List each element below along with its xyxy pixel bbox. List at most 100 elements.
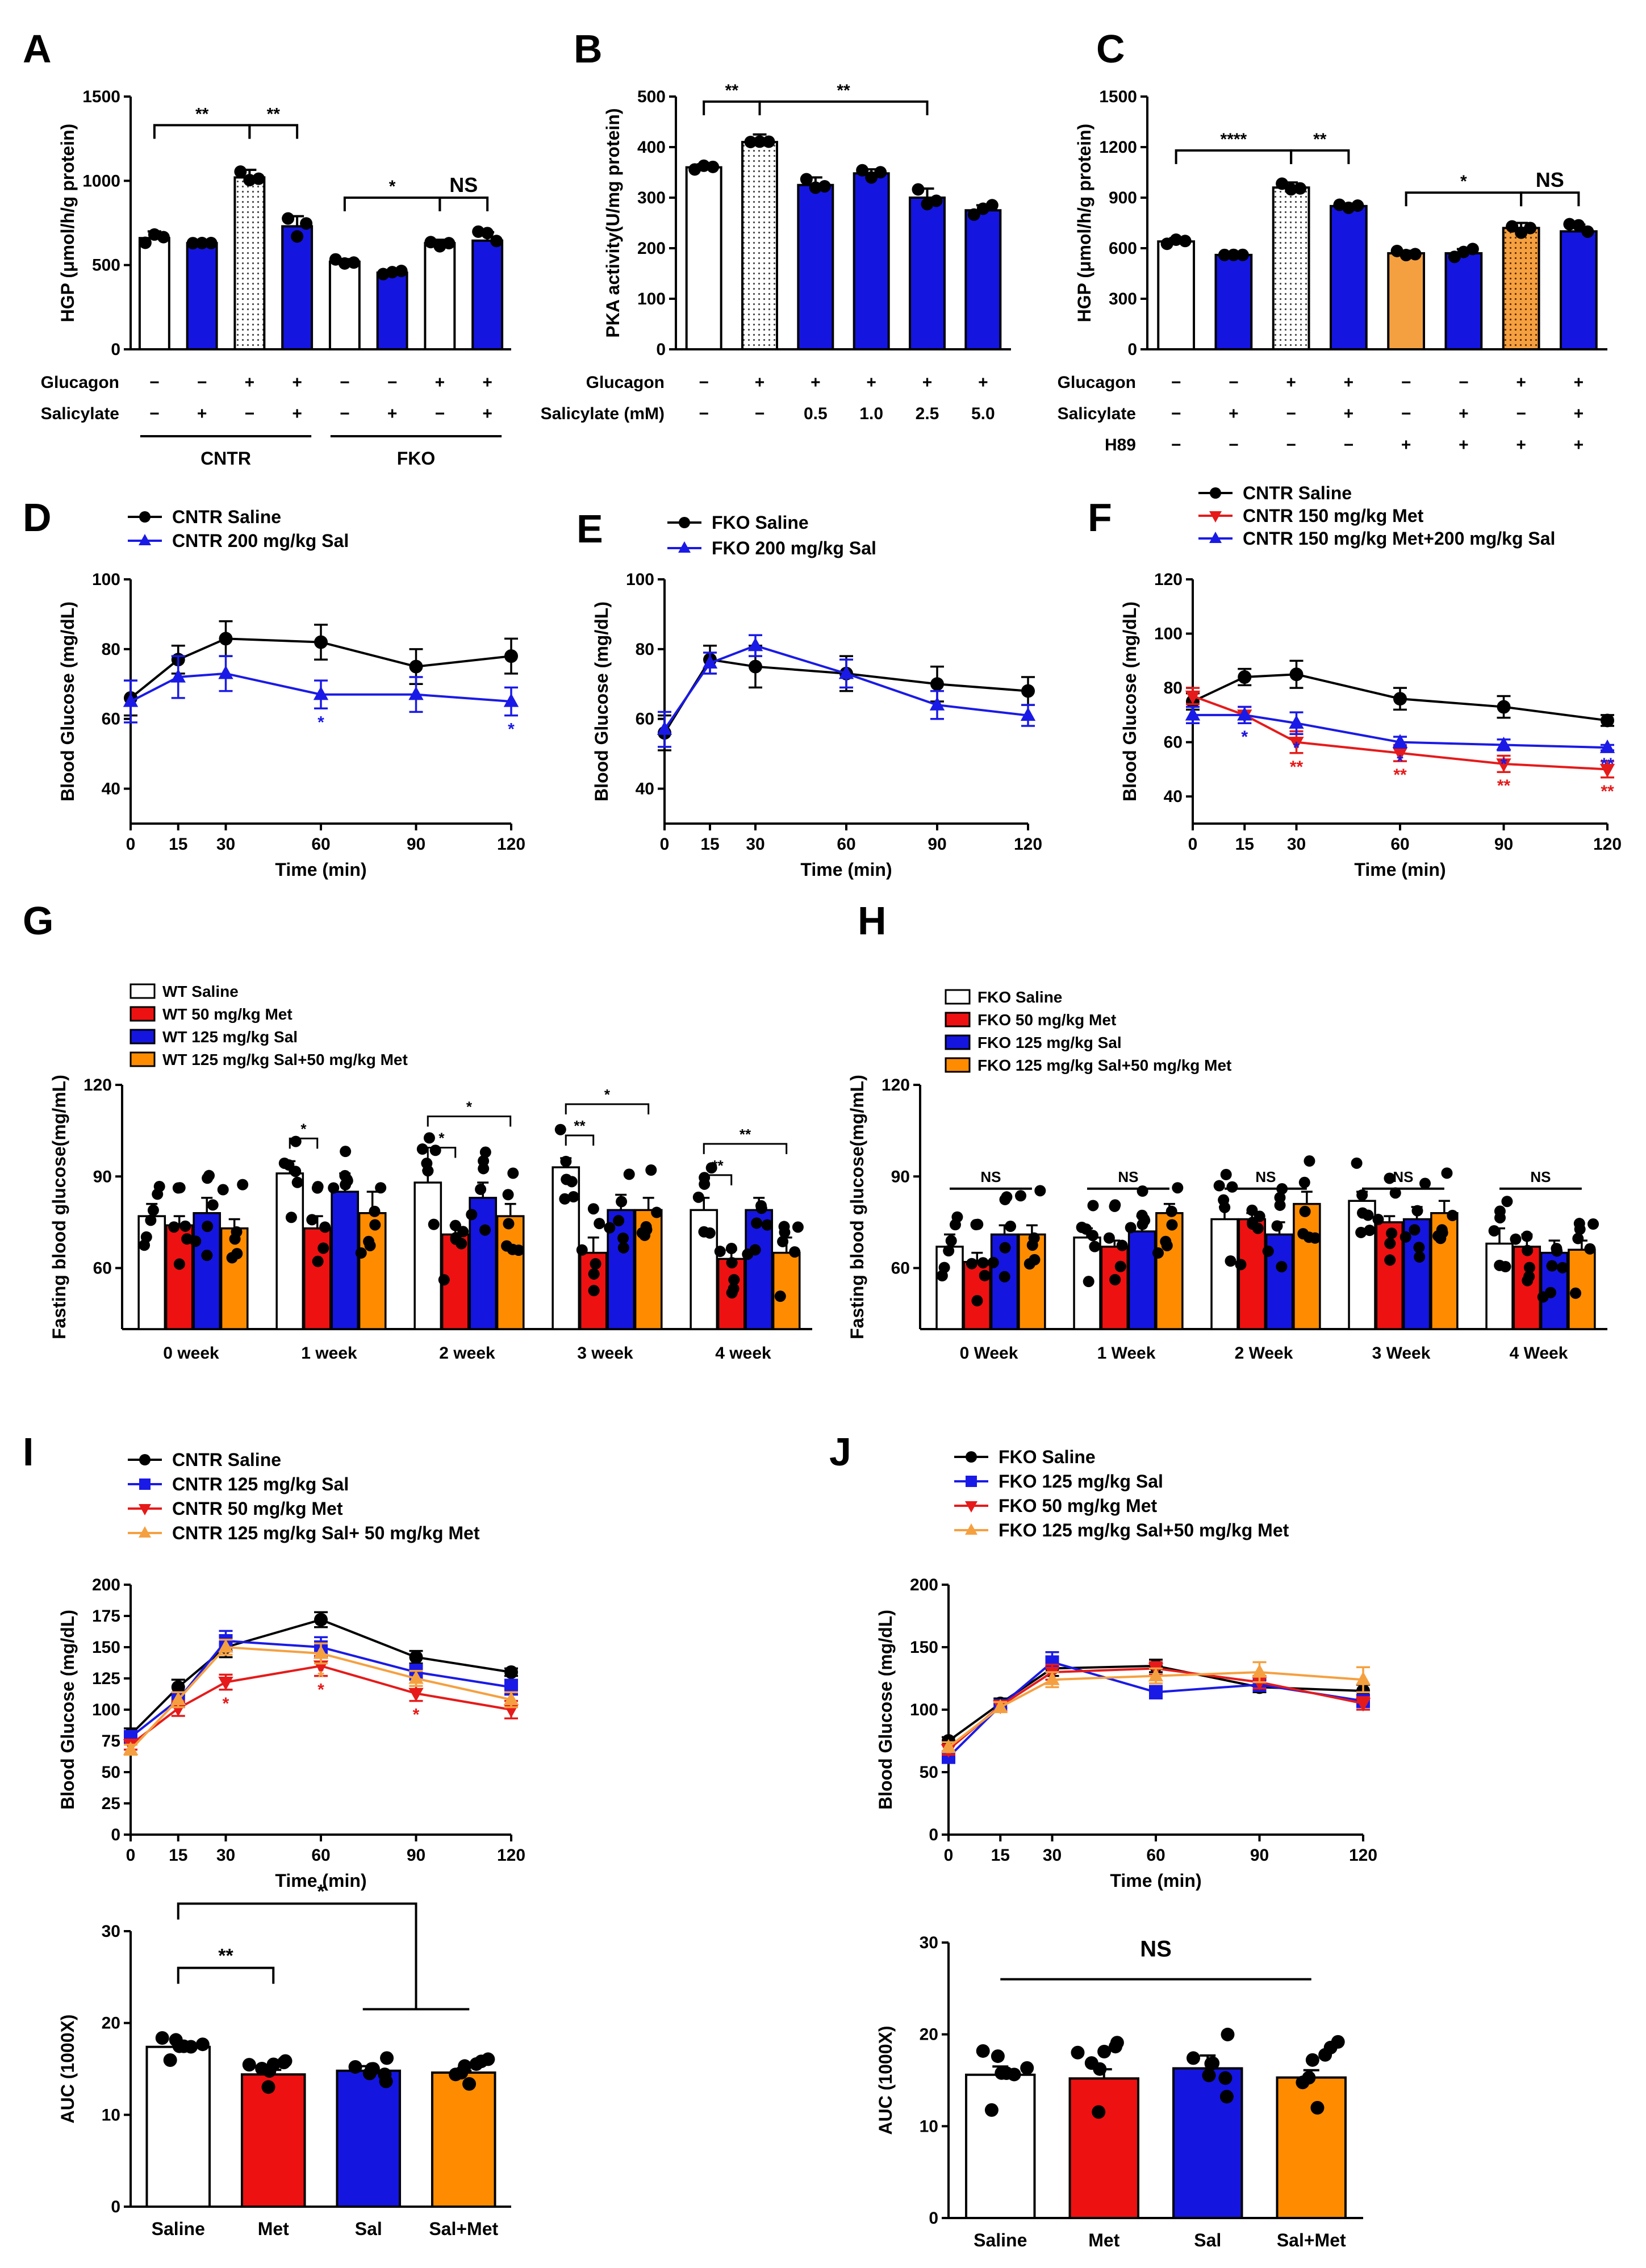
data-point bbox=[941, 1739, 956, 1753]
data-point bbox=[1148, 1668, 1164, 1682]
chart-F: 40 60 80 100 120 Blood Glucose (mg/dL) 0 15 30 60… bbox=[1119, 483, 1622, 880]
group-label: FKO bbox=[397, 448, 436, 469]
data-point bbox=[943, 1245, 955, 1257]
legend-label: FKO 200 mg/kg Sal bbox=[712, 538, 876, 558]
data-point bbox=[369, 1205, 381, 1217]
data-point bbox=[818, 180, 831, 193]
data-point bbox=[163, 2053, 177, 2067]
series-line bbox=[129, 637, 512, 699]
y-tick-label: 30 bbox=[920, 1933, 938, 1952]
condition-mark: − bbox=[197, 373, 207, 392]
data-point bbox=[173, 1258, 185, 1270]
data-point bbox=[999, 2066, 1013, 2080]
significance-label: NS bbox=[1393, 1168, 1413, 1185]
x-tick-label: 30 bbox=[216, 1846, 235, 1865]
bar bbox=[471, 239, 504, 350]
y-tick-label: 30 bbox=[102, 1922, 120, 1941]
y-tick-label: 1500 bbox=[1099, 87, 1137, 106]
data-point bbox=[617, 1232, 629, 1244]
data-point bbox=[479, 1146, 491, 1158]
data-point bbox=[1372, 1213, 1384, 1225]
y-tick-label: 120 bbox=[1154, 570, 1183, 589]
significance-star: * bbox=[1241, 728, 1248, 746]
data-point bbox=[1299, 1205, 1311, 1217]
y-axis-label: Blood Glucose (mg/dL) bbox=[875, 1610, 896, 1810]
data-point bbox=[636, 1227, 648, 1239]
significance-bracket bbox=[1405, 191, 1523, 207]
x-category-label: 0 week bbox=[163, 1344, 219, 1363]
data-point bbox=[1386, 1227, 1398, 1239]
condition-mark: + bbox=[1229, 404, 1239, 423]
bar bbox=[1155, 1212, 1184, 1330]
significance-label: * bbox=[466, 1099, 473, 1116]
data-point bbox=[1572, 1233, 1584, 1244]
data-point bbox=[1494, 1205, 1506, 1217]
x-tick-label: 30 bbox=[1287, 835, 1306, 854]
x-category-label: Saline bbox=[974, 2230, 1027, 2250]
series-line bbox=[129, 1639, 512, 1738]
data-point bbox=[1496, 737, 1511, 751]
series-line bbox=[129, 1618, 512, 1736]
data-point bbox=[195, 2037, 210, 2052]
data-point bbox=[226, 1252, 238, 1264]
significance-label: NS bbox=[1255, 1168, 1276, 1185]
data-point bbox=[409, 659, 423, 674]
data-point bbox=[930, 677, 944, 691]
data-point bbox=[930, 194, 943, 207]
data-point bbox=[313, 1645, 329, 1659]
y-tick-label: 10 bbox=[920, 2117, 938, 2136]
x-category-label: 2 Week bbox=[1235, 1344, 1293, 1363]
data-point bbox=[242, 2058, 256, 2072]
significance-label: **** bbox=[1221, 130, 1247, 149]
data-point bbox=[277, 2056, 291, 2070]
data-point bbox=[1310, 2100, 1325, 2115]
legend-label: WT 125 mg/kg Sal bbox=[162, 1028, 298, 1046]
condition-row-label: Salicylate bbox=[1058, 404, 1136, 423]
data-point bbox=[567, 1191, 579, 1203]
data-point bbox=[1441, 1167, 1453, 1179]
bar bbox=[1444, 252, 1483, 350]
significance-star: * bbox=[317, 713, 324, 732]
data-point bbox=[170, 669, 186, 683]
significance-label: ** bbox=[574, 1117, 586, 1134]
data-point bbox=[1165, 1205, 1177, 1217]
condition-mark: + bbox=[866, 373, 876, 392]
x-category-label: 0 Week bbox=[960, 1344, 1018, 1363]
data-point bbox=[1289, 715, 1304, 729]
data-point bbox=[755, 1202, 767, 1214]
panel-letter: E bbox=[576, 507, 603, 551]
data-point bbox=[203, 1169, 215, 1181]
data-point bbox=[1139, 1214, 1151, 1226]
x-tick-label: 30 bbox=[746, 835, 764, 854]
condition-mark: − bbox=[1171, 373, 1181, 392]
data-point bbox=[749, 1244, 761, 1256]
data-point bbox=[1219, 2090, 1234, 2104]
data-point bbox=[751, 1217, 763, 1229]
data-point bbox=[588, 1268, 600, 1280]
x-category-label: 4 week bbox=[715, 1344, 771, 1363]
data-point bbox=[475, 1183, 487, 1195]
condition-mark: 0.5 bbox=[804, 404, 828, 423]
data-point bbox=[1409, 248, 1422, 261]
data-point bbox=[1160, 1235, 1172, 1247]
bar bbox=[685, 166, 722, 350]
data-point bbox=[1393, 692, 1407, 706]
data-point bbox=[966, 1451, 977, 1463]
significance-bracket bbox=[438, 197, 489, 211]
y-tick-label: 100 bbox=[637, 290, 666, 308]
data-point bbox=[554, 1123, 566, 1135]
x-tick-label: 90 bbox=[407, 1846, 425, 1865]
panel-letter: J bbox=[829, 1430, 851, 1474]
significance-star: * bbox=[317, 1668, 324, 1687]
data-point bbox=[1557, 1262, 1569, 1273]
data-point bbox=[502, 1189, 514, 1201]
data-point bbox=[1497, 700, 1511, 714]
data-point bbox=[1355, 1671, 1371, 1685]
data-point bbox=[1392, 734, 1408, 748]
data-point bbox=[679, 517, 690, 528]
data-point bbox=[237, 1179, 249, 1191]
data-point bbox=[1083, 1276, 1094, 1288]
data-point bbox=[147, 1204, 159, 1216]
significance-star: * bbox=[317, 1681, 324, 1699]
